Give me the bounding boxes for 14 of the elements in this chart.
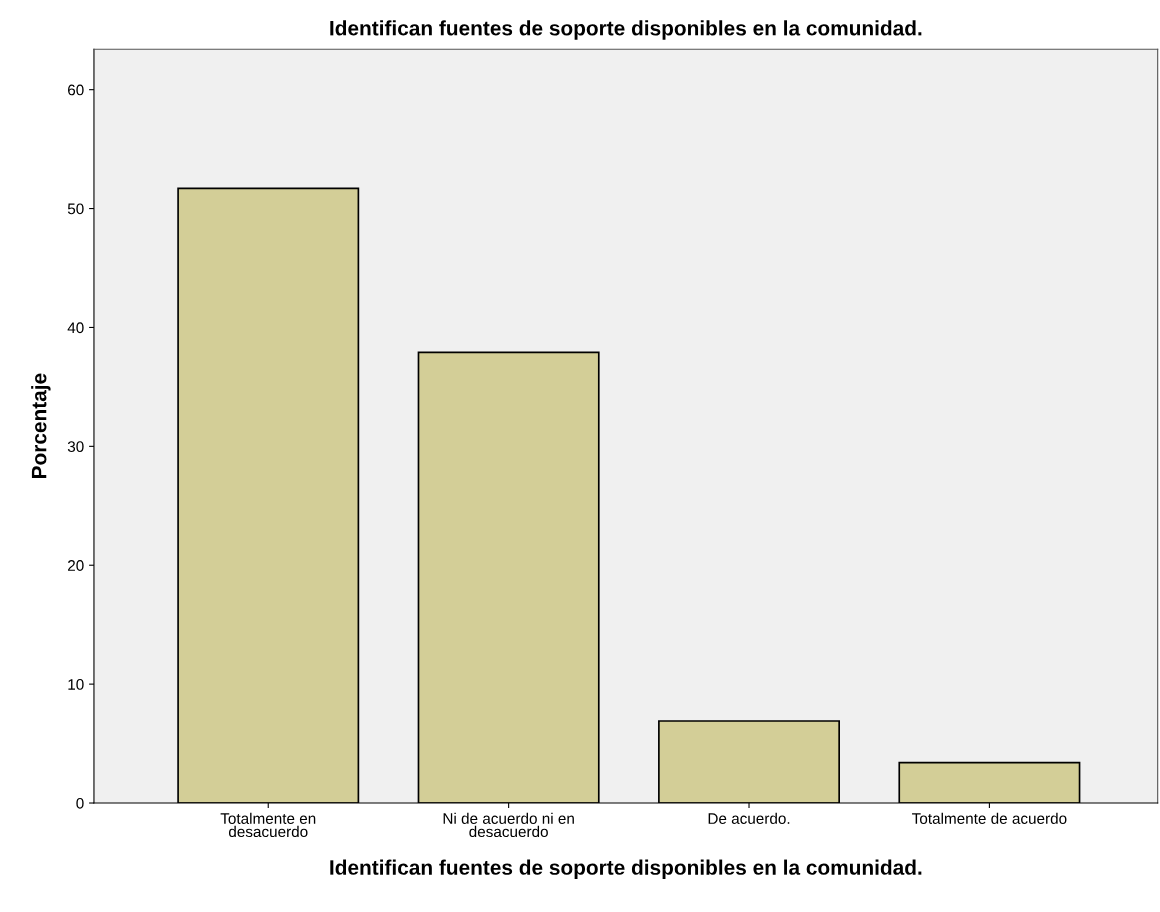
y-tick-label: 10 [68, 678, 84, 690]
y-tick-label: 60 [68, 84, 84, 96]
x-tick-label: De acuerdo. [708, 812, 790, 824]
x-axis-title: Identifican fuentes de soporte disponibles en la comunidad. [330, 859, 922, 879]
y-tick-label: 40 [67, 322, 84, 334]
y-tick-label: 0 [76, 797, 84, 809]
y-tick-label: 50 [67, 203, 84, 215]
x-tick-label: Totalmente en desacuerdo [220, 812, 316, 838]
y-axis-title: Porcentaje [31, 373, 51, 478]
y-tick-label: 30 [67, 441, 84, 453]
x-tick-label: Ni de acuerdo ni en desacuerdo [443, 812, 574, 838]
chart-title: Identifican fuentes de soporte disponibles en la comunidad. [330, 20, 922, 40]
x-tick-label: Totalmente de acuerdo [912, 812, 1067, 824]
y-tick-label: 20 [68, 560, 84, 571]
